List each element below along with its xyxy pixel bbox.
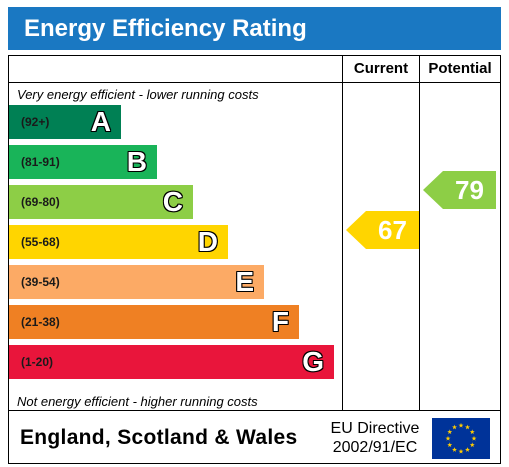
footer-row-divider (9, 410, 500, 411)
column-header-current: Current (353, 60, 409, 77)
eu-star-icon (469, 429, 475, 435)
eu-star-icon (452, 447, 457, 452)
eu-star-icon (469, 442, 475, 448)
band-letter: D (197, 226, 218, 257)
band-range: (81-91) (21, 155, 60, 169)
eu-star-icon (458, 422, 464, 428)
band-f: (21-38) F (9, 305, 299, 339)
note-efficient: Very energy efficient - lower running co… (17, 87, 259, 102)
band-range: (55-68) (21, 235, 60, 249)
band-c: (69-80) C (9, 185, 193, 219)
band-range: (1-20) (21, 355, 54, 369)
footer-region: England, Scotland & Wales (20, 426, 298, 449)
band-letter: G (302, 346, 324, 377)
eu-star-icon (465, 447, 470, 452)
eu-directive-line2: 2002/91/EC (332, 439, 418, 456)
band-letter: E (235, 266, 254, 297)
eu-star-icon (447, 429, 453, 435)
rating-chart-frame: Current Potential Very energy efficient … (8, 55, 501, 464)
band-b: (81-91) B (9, 145, 157, 179)
band-range: (92+) (21, 115, 50, 129)
eu-star-icon (458, 448, 464, 454)
band-g: (1-20) G (9, 345, 334, 379)
potential-arrow-shape (423, 171, 496, 209)
eu-flag-icon (432, 418, 490, 459)
band-letter: F (271, 306, 289, 337)
current-rating-value: 67 (378, 215, 407, 245)
current-arrow-shape (346, 211, 419, 249)
band-letter: A (90, 106, 111, 137)
current-rating-arrow: 67 (346, 211, 419, 249)
eu-star-icon (471, 435, 477, 441)
note-inefficient: Not energy efficient - higher running co… (17, 394, 258, 409)
column-divider-potential (419, 56, 420, 410)
band-range: (69-80) (21, 195, 60, 209)
band-range: (39-54) (21, 275, 60, 289)
potential-rating-value: 79 (455, 175, 484, 205)
title-bar: Energy Efficiency Rating (8, 7, 501, 50)
band-d: (55-68) D (9, 225, 228, 259)
potential-rating-arrow: 79 (423, 171, 496, 209)
eu-directive-text: EU Directive 2002/91/EC (319, 419, 431, 457)
column-divider-current (342, 56, 343, 410)
band-letter: C (162, 186, 183, 217)
band-range: (21-38) (21, 315, 60, 329)
band-e: (39-54) E (9, 265, 264, 299)
band-letter: B (126, 146, 147, 177)
eu-star-icon (465, 424, 470, 430)
column-header-potential: Potential (428, 60, 492, 77)
eu-star-icon (452, 424, 457, 430)
eu-directive-line1: EU Directive (330, 420, 420, 437)
page-title: Energy Efficiency Rating (24, 15, 307, 42)
band-a: (92+) A (9, 105, 121, 139)
eu-star-icon (445, 435, 451, 441)
header-row-divider (9, 82, 500, 83)
eu-star-icon (447, 442, 453, 448)
